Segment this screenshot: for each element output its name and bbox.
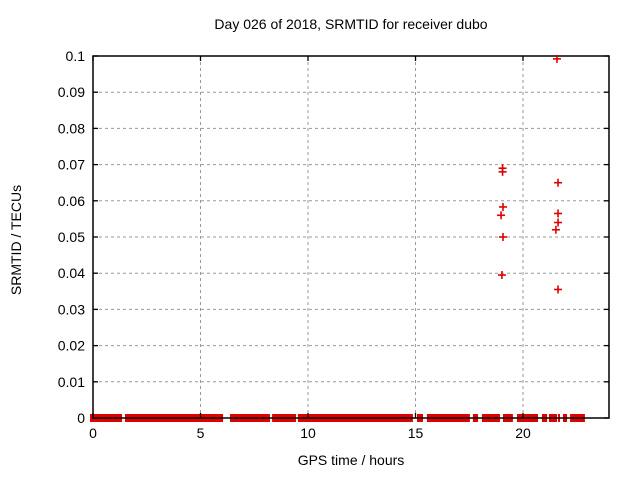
data-point-marker (551, 225, 560, 234)
y-tick-label: 0.04 (58, 265, 85, 281)
x-tick-label: 10 (300, 425, 316, 441)
data-point-marker (552, 54, 561, 63)
y-tick-label: 0.08 (58, 120, 85, 136)
y-tick-label: 0 (77, 410, 85, 426)
y-tick-label: 0.07 (58, 157, 85, 173)
x-tick-label: 20 (515, 425, 531, 441)
data-point-marker (497, 211, 506, 220)
y-tick-label: 0.05 (58, 229, 85, 245)
data-point-marker (499, 233, 508, 241)
data-point-marker (554, 209, 563, 218)
x-tick-label: 5 (197, 425, 205, 441)
data-point-marker (497, 271, 506, 280)
y-tick-label: 0.03 (58, 301, 85, 317)
chart-title: Day 026 of 2018, SRMTID for receiver dub… (214, 16, 488, 32)
y-tick-label: 0.01 (58, 374, 85, 390)
y-tick-label: 0.09 (58, 84, 85, 100)
data-point-marker (498, 167, 507, 176)
x-axis-label: GPS time / hours (297, 452, 405, 468)
data-point-marker (554, 178, 563, 187)
x-tick-label: 0 (89, 425, 97, 441)
y-tick-label: 0.02 (58, 338, 85, 354)
x-tick-label: 15 (408, 425, 424, 441)
data-point-marker (554, 218, 563, 227)
data-point-marker (554, 285, 563, 294)
y-tick-label: 0.1 (66, 48, 86, 64)
data-point-marker (499, 202, 508, 211)
y-tick-label: 0.06 (58, 193, 85, 209)
